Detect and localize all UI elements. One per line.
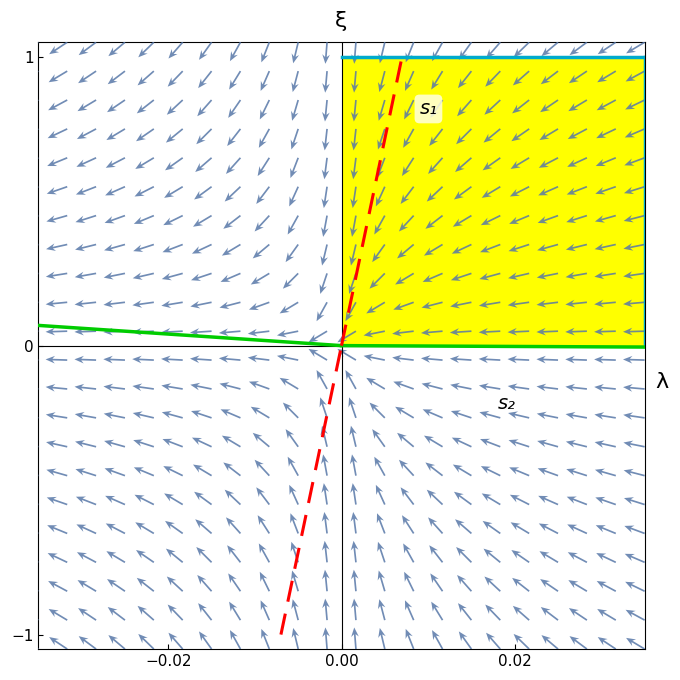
Text: λ: λ bbox=[656, 372, 669, 392]
Polygon shape bbox=[341, 56, 645, 345]
Text: ξ: ξ bbox=[335, 11, 347, 31]
Text: s₂: s₂ bbox=[497, 394, 515, 413]
Text: s₁: s₁ bbox=[420, 99, 437, 118]
